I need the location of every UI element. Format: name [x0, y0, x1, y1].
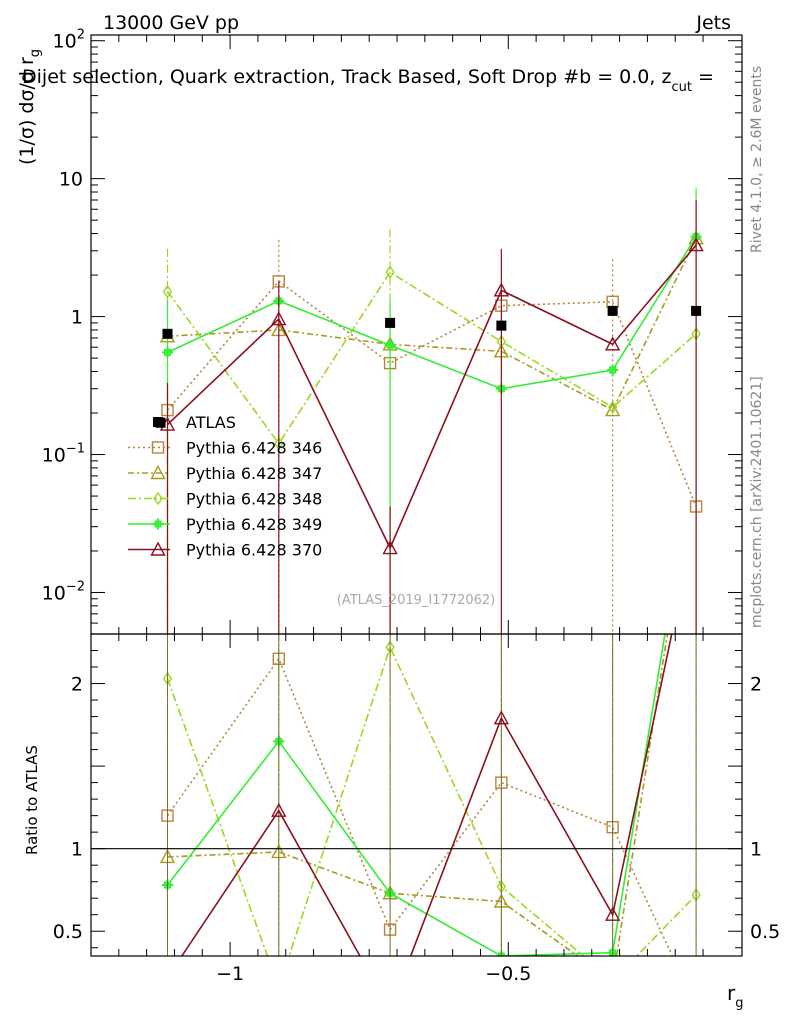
main-y-tick-label: 10−2	[42, 579, 85, 604]
series-5-line	[166, 244, 697, 550]
series-5-ratio-point	[493, 710, 510, 725]
ratio-y-tick-label: 2	[71, 674, 83, 696]
main-y-axis-title-main: (1/σ) dσ/d r	[16, 57, 38, 165]
legend-series-marker	[150, 465, 166, 480]
series-4-line	[167, 236, 697, 390]
x-axis-title-sub: g	[735, 996, 743, 1011]
series-3-point	[162, 284, 173, 299]
series-5-ratio-point	[271, 802, 287, 817]
main-y-tick-label: 1	[71, 307, 83, 329]
plot-title: Dijet selection, Quark extraction, Track…	[22, 66, 714, 95]
series-5-point	[604, 336, 621, 351]
ratio-y-tick-label: 0.5	[750, 921, 780, 943]
main-y-tick-label: 10	[59, 169, 83, 191]
series-3-ratio-point	[275, 982, 283, 993]
ratio-y-tick-label: 0.5	[53, 921, 83, 943]
legend-atlas-label: ATLAS	[186, 413, 236, 432]
atlas-data-point	[607, 305, 618, 316]
legend-series-label: Pythia 6.428 349	[186, 515, 322, 534]
plot-title-tail: =	[692, 66, 714, 88]
legend-series-marker	[151, 441, 165, 454]
legend-series-label: Pythia 6.428 346	[186, 439, 322, 458]
atlas-data-point	[496, 320, 507, 331]
series-5-point	[493, 282, 510, 297]
series-4-point	[162, 346, 174, 358]
x-axis-title: rg	[727, 981, 744, 1011]
legend-series-marker	[152, 518, 164, 530]
series-4-ratio-line	[166, 634, 666, 956]
atlas-data-point	[385, 317, 396, 328]
series-3-line	[166, 271, 697, 446]
ratio-y-tick-label: 1	[750, 839, 762, 861]
legend-series-marker	[153, 491, 163, 506]
process-label: Jets	[695, 12, 731, 34]
main-y-axis-title: (1/σ) dσ/d rg	[16, 49, 43, 165]
series-5-ratio-point	[604, 906, 621, 921]
analysis-watermark: (ATLAS_2019_I1772062)	[337, 593, 495, 608]
series-3-ratio-line	[166, 645, 697, 956]
series-1-ratio-point	[691, 1002, 702, 1013]
plot-title-main: Dijet selection, Quark extraction, Track…	[22, 66, 671, 88]
series-5-ratio-point	[384, 1003, 397, 1015]
rivet-version-label: Rivet 4.1.0, ≥ 2.6M events	[749, 66, 765, 253]
legend-atlas-marker	[153, 417, 163, 427]
main-y-tick-label: 102	[53, 28, 85, 53]
series-3-point	[607, 400, 618, 415]
series-3-ratio-point	[609, 975, 617, 986]
series-5-point	[382, 540, 398, 555]
legend-series-label: Pythia 6.428 348	[186, 490, 322, 509]
legend-series-marker	[150, 541, 166, 556]
mcplots-label: mcplots.cern.ch [arXiv:2401.10621]	[749, 376, 765, 628]
series-2-ratio-line	[167, 634, 669, 956]
atlas-data-point	[162, 328, 173, 339]
x-axis-title-main: r	[727, 981, 736, 1005]
series-5-point	[688, 237, 704, 252]
series-3-point	[385, 265, 395, 279]
ratio-y-axis-title: Ratio to ATLAS	[23, 745, 41, 855]
series-2-line	[167, 237, 697, 412]
x-tick-label: −1	[216, 963, 244, 985]
legend-series-label: Pythia 6.428 347	[186, 464, 322, 483]
series-4-point	[384, 339, 396, 351]
atlas-data-point	[691, 305, 702, 316]
legend-series-label: Pythia 6.428 370	[186, 541, 322, 560]
series-5-point	[271, 311, 287, 326]
series-1-line	[166, 280, 697, 507]
plot-title-sub: cut	[671, 80, 691, 95]
series-4-point	[607, 364, 619, 376]
ratio-y-tick-label: 2	[750, 674, 762, 696]
series-5-ratio-point	[161, 971, 174, 983]
energy-label: 13000 GeV pp	[103, 12, 239, 34]
series-2-point	[604, 402, 621, 417]
series-1-ratio-line	[166, 657, 674, 956]
series-2-ratio-point	[606, 974, 619, 986]
ratio-plot-frame	[90, 633, 743, 957]
main-y-axis-title-sub: g	[28, 49, 43, 57]
main-y-tick-label: 10−1	[42, 442, 85, 467]
x-tick-label: −0.5	[485, 963, 531, 985]
ratio-y-tick-label: 1	[71, 839, 83, 861]
